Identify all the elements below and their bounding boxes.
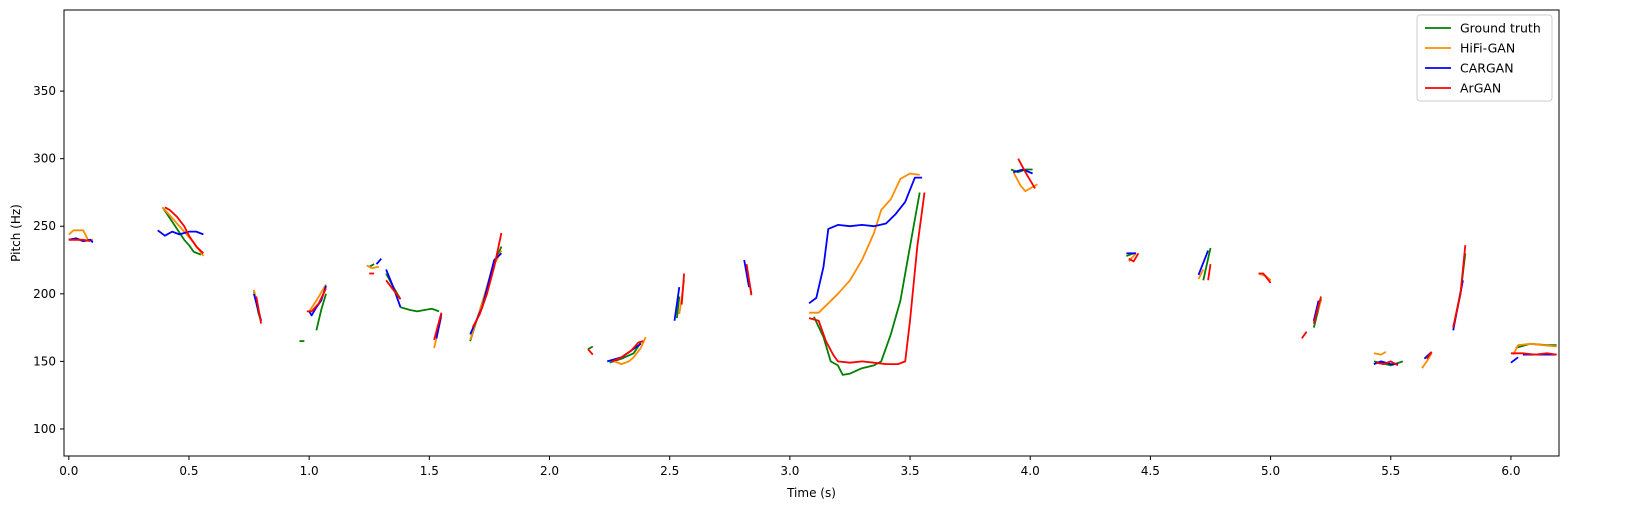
series-line-segment (308, 283, 327, 312)
x-tick-label: 1.0 (300, 464, 319, 478)
x-tick-label: 2.5 (660, 464, 679, 478)
legend-item: CARGAN (1425, 61, 1514, 76)
legend-item: Ground truth (1425, 21, 1541, 36)
series-line-segment (1510, 352, 1557, 356)
y-axis: 100 150 200 250 300 350 (33, 84, 64, 436)
series-line-segment (680, 273, 685, 305)
x-tick-label: 0.5 (179, 464, 198, 478)
series-line-segment (375, 258, 382, 265)
series-layer (68, 158, 1557, 376)
series-line-segment (400, 306, 440, 313)
series-line-segment (164, 206, 205, 254)
legend-item: ArGAN (1425, 81, 1501, 96)
series-line-segment (315, 293, 327, 331)
series-line-segment (587, 348, 594, 356)
legend-label: ArGAN (1460, 81, 1501, 96)
series-line-segment (1452, 245, 1467, 328)
y-tick-label: 300 (33, 152, 56, 166)
series-line-segment (745, 263, 753, 296)
series-line-segment (157, 229, 204, 237)
x-tick-label: 3.5 (900, 464, 919, 478)
y-tick-label: 200 (33, 287, 56, 301)
series-line-segment (1301, 331, 1308, 339)
legend-label: CARGAN (1460, 61, 1514, 76)
x-tick-label: 1.5 (420, 464, 439, 478)
series-line-segment (1010, 168, 1033, 174)
y-tick-label: 150 (33, 354, 56, 368)
series-line-segment (611, 340, 644, 363)
x-tick-label: 6.0 (1501, 464, 1520, 478)
series-line-segment (433, 312, 443, 341)
series-line-segment (614, 336, 647, 366)
series-line-segment (385, 279, 402, 300)
series-line-segment (1258, 272, 1272, 284)
series-line-segment (1421, 352, 1433, 369)
series-line-segment (808, 192, 926, 366)
x-tick-label: 5.5 (1381, 464, 1400, 478)
series-line-segment (1376, 360, 1399, 367)
series-line-segment (1373, 351, 1387, 356)
legend-box (1416, 14, 1553, 102)
series-line-segment (161, 206, 202, 256)
legend-item: HiFi-GAN (1425, 41, 1515, 56)
series-line-segment (255, 296, 262, 324)
series-line-segment (366, 264, 380, 270)
series-line-segment (1426, 351, 1433, 360)
legend-label: Ground truth (1460, 21, 1541, 36)
x-tick-label: 3.0 (780, 464, 799, 478)
x-tick-label: 4.5 (1141, 464, 1160, 478)
x-tick-label: 4.0 (1021, 464, 1040, 478)
series-line-segment (813, 192, 921, 376)
series-line-segment (1312, 296, 1322, 324)
series-line-segment (673, 286, 681, 321)
series-argan (68, 158, 1557, 367)
legend-label: HiFi-GAN (1460, 41, 1515, 56)
series-line-segment (1510, 356, 1519, 364)
series-line-segment (385, 269, 402, 308)
series-line-segment (1202, 247, 1212, 281)
series-line-segment (68, 237, 94, 244)
series-line-segment (1512, 342, 1557, 356)
series-line-segment (808, 176, 923, 305)
series-line-segment (676, 296, 681, 319)
series-line-segment (471, 232, 503, 329)
series-line-segment (1197, 250, 1209, 276)
x-tick-label: 5.0 (1261, 464, 1280, 478)
series-line-segment (1017, 158, 1036, 189)
y-tick-label: 250 (33, 219, 56, 233)
y-tick-label: 350 (33, 84, 56, 98)
x-axis-label: Time (s) (786, 486, 836, 500)
legend: Ground truth HiFi-GAN CARGAN ArGAN (1416, 14, 1553, 102)
x-tick-label: 2.0 (540, 464, 559, 478)
x-axis: 0.0 0.5 1.0 1.5 2.0 2.5 3.0 3.5 4.0 4.5 5.0 5.5 6.0 (59, 456, 1520, 478)
y-axis-label: Pitch (Hz) (9, 204, 23, 262)
series-line-segment (1207, 263, 1212, 281)
series-line-segment (809, 172, 920, 314)
series-line-segment (743, 259, 750, 288)
series-line-segment (306, 288, 327, 313)
series-line-segment (1197, 269, 1205, 280)
series-line-segment (1012, 171, 1038, 193)
series-line-segment (1128, 252, 1140, 263)
plot-frame (63, 9, 1560, 457)
series-line-segment (68, 238, 91, 242)
y-tick-label: 100 (33, 422, 56, 436)
x-tick-label: 0.0 (59, 464, 78, 478)
